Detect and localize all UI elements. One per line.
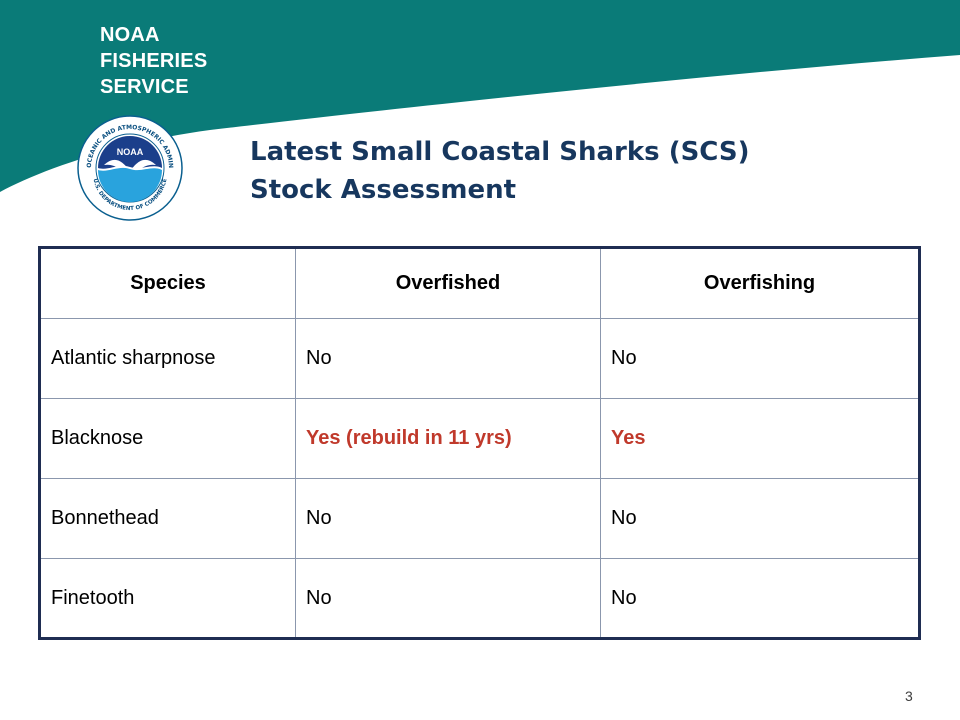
overfishing-cell: No <box>600 478 920 559</box>
brand-line-2: FISHERIES <box>100 50 208 72</box>
title-line-1: Latest Small Coastal Sharks (SCS) <box>250 137 750 167</box>
header-species: Species <box>39 247 296 319</box>
overfishing-cell: No <box>600 558 920 639</box>
overfished-cell: No <box>295 558 601 639</box>
species-cell: Bonnethead <box>39 478 296 559</box>
logo-water <box>98 167 162 202</box>
header-overfishing: Overfishing <box>600 247 920 319</box>
header-overfished: Overfished <box>295 247 601 319</box>
slide-title: Latest Small Coastal Sharks (SCS) Stock … <box>250 133 749 209</box>
overfished-cell: No <box>295 478 601 559</box>
brand-line-1: NOAA <box>100 24 160 46</box>
table-row: Bonnethead No No <box>39 478 920 559</box>
page-number: 3 <box>905 688 913 704</box>
species-cell: Atlantic sharpnose <box>39 318 296 399</box>
overfishing-cell-alert: Yes <box>600 398 920 479</box>
logo-center-text: NOAA <box>117 147 144 157</box>
noaa-logo: NATIONAL OCEANIC AND ATMOSPHERIC ADMINIS… <box>77 115 183 221</box>
table-row: Blacknose Yes (rebuild in 11 yrs) Yes <box>39 398 920 479</box>
header-band <box>0 0 960 192</box>
table-header-row: Species Overfished Overfishing <box>39 247 920 319</box>
overfished-cell: No <box>295 318 601 399</box>
teal-wave-background <box>0 0 960 192</box>
table-row: Finetooth No No <box>39 558 920 639</box>
species-cell: Finetooth <box>39 558 296 639</box>
title-line-2: Stock Assessment <box>250 175 517 205</box>
table-row: Atlantic sharpnose No No <box>39 318 920 399</box>
brand-line-3: SERVICE <box>100 76 189 98</box>
logo-bird <box>104 159 156 179</box>
species-cell: Blacknose <box>39 398 296 479</box>
stock-assessment-table: Species Overfished Overfishing Atlantic … <box>38 246 921 640</box>
overfished-cell-alert: Yes (rebuild in 11 yrs) <box>295 398 601 479</box>
overfishing-cell: No <box>600 318 920 399</box>
noaa-fisheries-wordmark: NOAA FISHERIES SERVICE <box>100 22 207 100</box>
